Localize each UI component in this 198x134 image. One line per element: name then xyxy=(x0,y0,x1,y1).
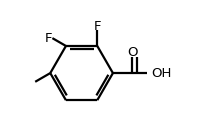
Text: F: F xyxy=(93,20,101,33)
Text: O: O xyxy=(127,46,137,59)
Text: OH: OH xyxy=(152,67,172,80)
Text: F: F xyxy=(45,32,52,45)
